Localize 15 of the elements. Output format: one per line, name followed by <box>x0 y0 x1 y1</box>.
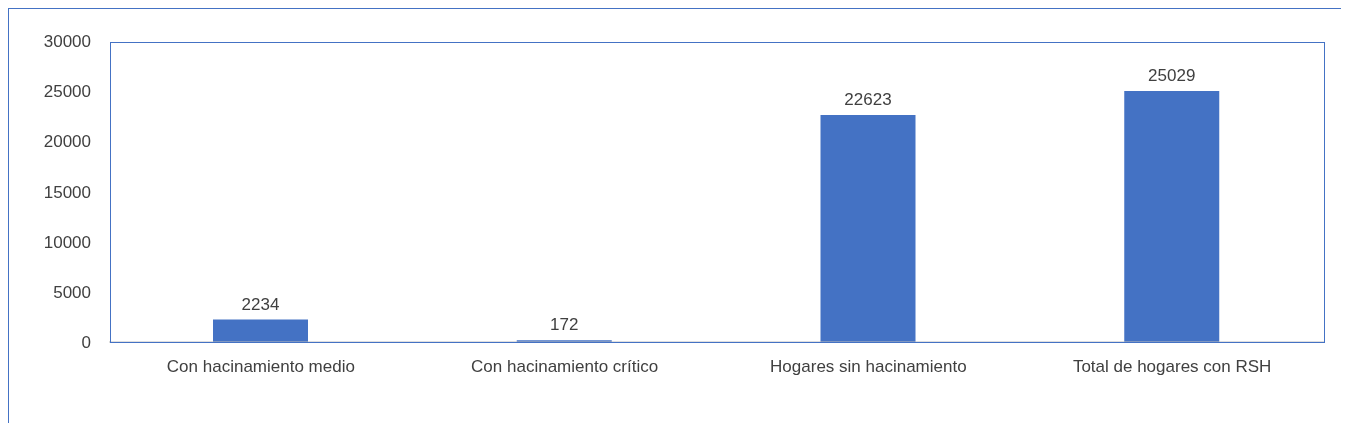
y-tick-label: 15000 <box>43 182 91 202</box>
y-tick-label: 10000 <box>43 232 91 252</box>
y-tick-label: 30000 <box>43 32 91 52</box>
x-tick-label: Con hacinamiento medio <box>166 357 355 377</box>
y-tick-label: 20000 <box>43 132 91 152</box>
y-tick-label: 5000 <box>53 282 91 302</box>
y-tick-label: 0 <box>81 333 91 353</box>
y-tick-label: 25000 <box>43 82 91 102</box>
x-tick-label: Con hacinamiento crítico <box>471 357 659 377</box>
data-label: 22623 <box>844 90 892 110</box>
data-label: 172 <box>550 315 579 335</box>
data-label: 2234 <box>241 294 280 314</box>
data-label: 25029 <box>1148 65 1196 85</box>
x-tick-label: Hogares sin hacinamiento <box>770 357 967 377</box>
x-tick-label: Total de hogares con RSH <box>1072 357 1272 377</box>
